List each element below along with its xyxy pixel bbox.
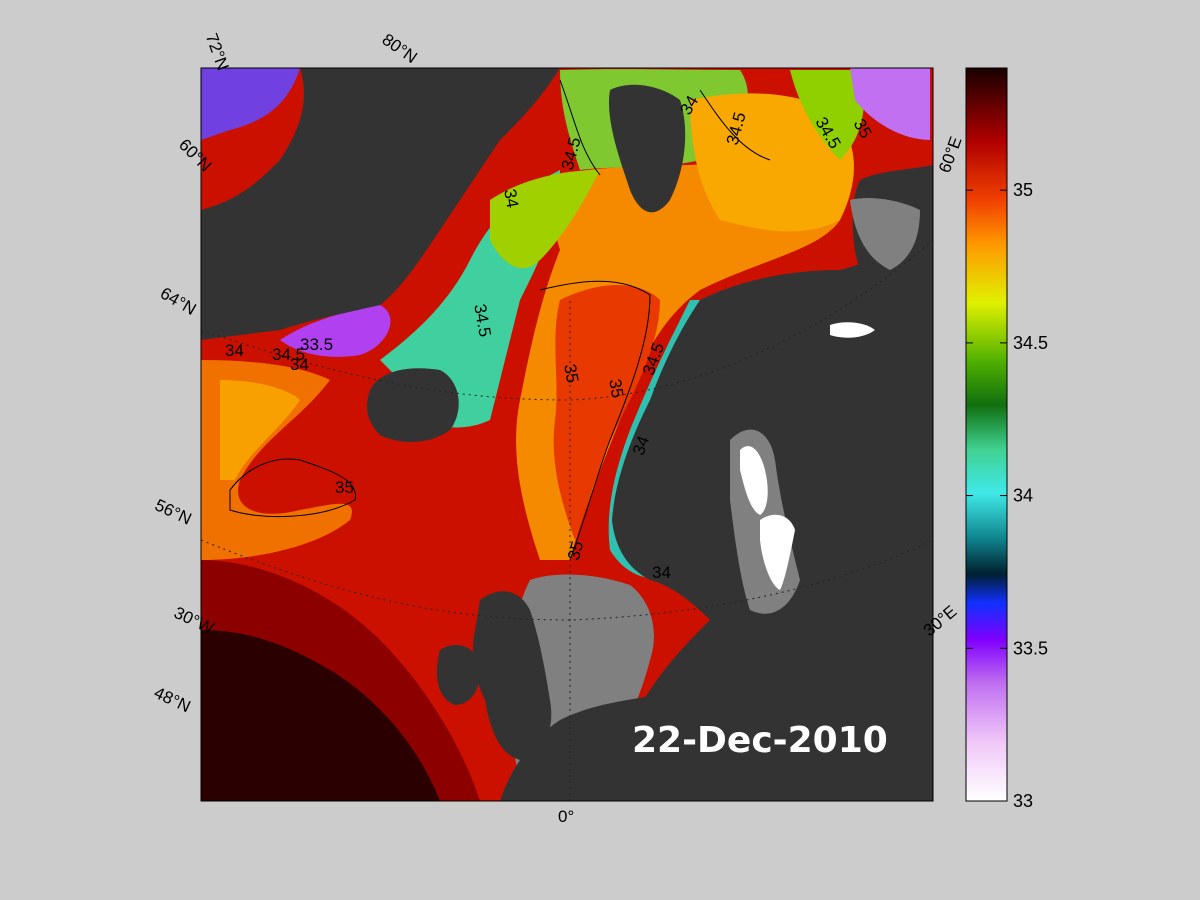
lon-label-0: 0° bbox=[558, 807, 574, 826]
colorbar-ticks: 35 34.5 34 33.5 33 bbox=[966, 180, 1048, 811]
colorbar-tick-label: 33.5 bbox=[1013, 638, 1048, 658]
ocean-greenland-purple bbox=[280, 305, 391, 357]
graticule-c bbox=[201, 239, 933, 401]
colorbar-tick-label: 34 bbox=[1013, 486, 1033, 506]
ocean-norway-coastal-band bbox=[608, 300, 715, 579]
contour-label: 35 bbox=[605, 377, 627, 399]
map-frame bbox=[200, 67, 934, 802]
land-ireland bbox=[436, 645, 481, 705]
land-continent bbox=[500, 660, 933, 801]
ice-gulf-bothnia bbox=[740, 446, 768, 515]
contour-label: 35 bbox=[560, 362, 582, 384]
contour-label: 35 bbox=[335, 478, 354, 497]
land-svalbard bbox=[609, 84, 686, 213]
map-area bbox=[201, 68, 933, 801]
contour-line-c bbox=[559, 79, 601, 176]
ocean-greenland-green bbox=[490, 170, 600, 269]
ocean-nw-purple bbox=[201, 68, 300, 140]
colorbar-tick-label: 34.5 bbox=[1013, 333, 1048, 353]
contour-labels: 34 34 34.5 34.5 34.5 34.5 34 34.5 33.5 3… bbox=[225, 92, 876, 582]
contour-label: 35 bbox=[564, 539, 587, 562]
ice-white-sea bbox=[830, 322, 875, 338]
ocean-barents-green bbox=[790, 70, 864, 160]
colorbar-gradient bbox=[965, 67, 1008, 802]
ocean-norwegian-red bbox=[553, 285, 660, 540]
lat-label-48n: 48°N bbox=[151, 683, 193, 716]
lat-label-64n: 64°N bbox=[157, 284, 199, 319]
lon-label-80n: 80°N bbox=[379, 30, 421, 67]
colorbar-tick-label: 33 bbox=[1013, 791, 1033, 811]
ocean-barents-orange bbox=[690, 93, 854, 232]
shelf-barents-grey bbox=[850, 198, 920, 270]
lat-label-72n: 72°N bbox=[202, 31, 233, 73]
ocean-red-band bbox=[201, 560, 480, 801]
land-british-isles bbox=[473, 591, 552, 760]
ocean-ne-purple bbox=[850, 68, 930, 140]
lon-label-60e: 60°E bbox=[935, 134, 966, 175]
contour-label: 34 bbox=[290, 355, 309, 374]
contour-label: 34.5 bbox=[272, 345, 305, 364]
land-iceland bbox=[367, 368, 459, 442]
contour-line-d bbox=[699, 89, 771, 161]
contour-label: 34 bbox=[500, 187, 522, 209]
ocean-orange-inner bbox=[220, 380, 300, 480]
land-greenland bbox=[201, 68, 560, 340]
colorbar-tick-label: 35 bbox=[1013, 180, 1033, 200]
ocean-deep-southwest bbox=[201, 617, 470, 801]
contour-line-a bbox=[229, 458, 356, 518]
lat-label-56n: 56°N bbox=[152, 495, 194, 528]
contour-line-b bbox=[539, 280, 651, 561]
contour-label: 33.5 bbox=[300, 335, 333, 354]
ice-gulf-finland bbox=[760, 514, 795, 590]
contour-label: 34 bbox=[225, 341, 244, 360]
contour-label: 34 bbox=[652, 563, 671, 582]
date-label: 22-Dec-2010 bbox=[632, 720, 888, 761]
colorbar: 35 34.5 34 33.5 33 bbox=[965, 67, 1048, 811]
